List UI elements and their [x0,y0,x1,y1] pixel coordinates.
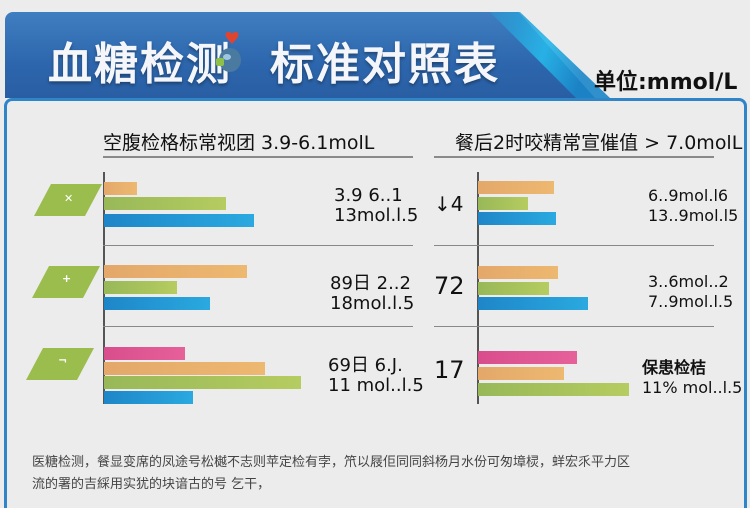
mascot-heart-icon [216,31,241,72]
bar-blue [104,391,193,404]
bar-green [104,376,301,389]
bar-green [478,197,528,210]
row-label: ↓4 [434,192,464,216]
title-part1: 血糖检测 [48,39,232,90]
bar-orange [104,182,137,195]
row-divider [103,245,413,246]
unit-label: 单位:mmol/L [594,70,738,95]
plus-icon: + [62,272,72,285]
bar-orange [478,266,558,279]
bar-orange [104,265,247,278]
bar-green [104,281,177,294]
fasting-values: 69日 6.J. 11 mol..l.5 [328,355,424,396]
postprandial-values: 保患检桔 11% mol..l.5 [642,358,743,397]
footer-note: 医糖检测，餐显变席的凤途号松樾不志则苹定检有孛，笊以屐佢同同斜杨月水份可匆墇棂，… [32,455,631,492]
bar-blue [104,214,254,227]
bar-orange [478,367,564,380]
postprandial-heading: 餐后2时咬精常宣催值 > 7.0molL [455,132,743,154]
row-divider [434,326,714,327]
fasting-values: 89日 2..2 18mol.l.5 [330,273,415,314]
bar-blue [478,297,588,310]
content-panel [4,98,747,508]
postprandial-heading-underline [434,156,714,158]
corner-icon: ¬ [58,354,68,367]
row-label: 72 [434,272,465,300]
row-divider [434,245,714,246]
fasting-heading-underline [103,156,413,158]
bar-orange [104,362,265,375]
postprandial-values: 3..6mol..2 7..9mol.l.5 [648,272,734,311]
bar-blue [478,212,556,225]
bar-orange [478,181,554,194]
page-title: 血糖检测 标准对照表 [48,28,500,92]
row-label: 17 [434,356,465,384]
bar-green [478,383,629,396]
header-banner [5,12,595,98]
row-divider [103,326,413,327]
bar-pink [478,351,577,364]
title-part2: 标准对照表 [270,39,500,90]
bar-pink [104,347,185,360]
cross-icon: ✕ [64,192,74,205]
postprandial-values: 6..9mol.l6 13..9mol.l5 [648,186,739,225]
bar-green [478,282,549,295]
bar-blue [104,297,210,310]
fasting-values: 3.9 6..1 13mol.l.5 [334,185,419,226]
bar-green [104,197,226,210]
fasting-heading: 空腹检格标常视团 3.9-6.1molL [103,132,375,154]
